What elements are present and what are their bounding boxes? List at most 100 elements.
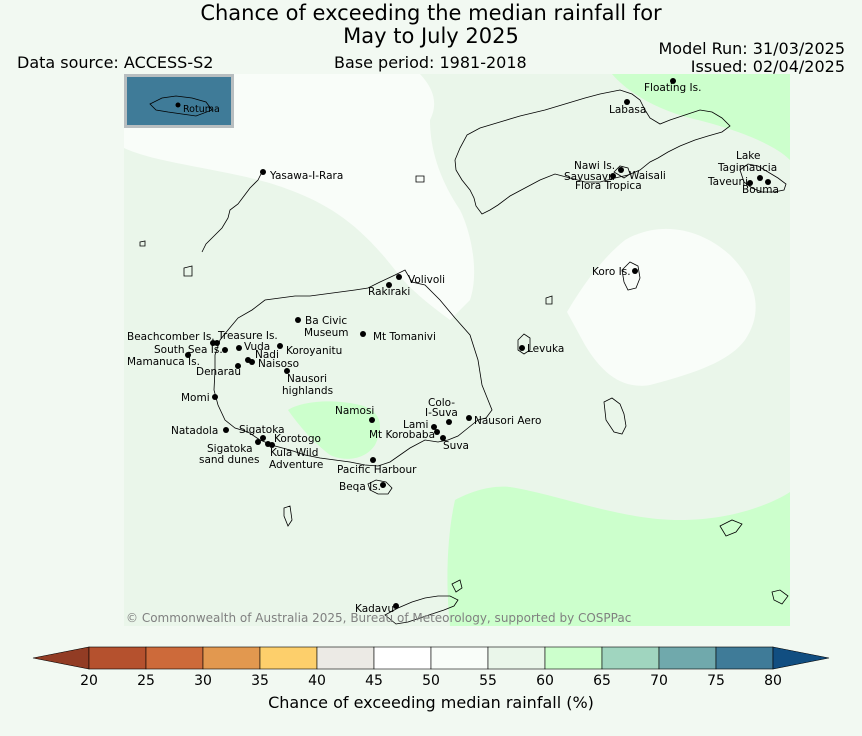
coastlines [139, 89, 789, 625]
place-marker [440, 435, 446, 441]
place-marker [249, 359, 255, 365]
colorbar-tick-label: 40 [308, 673, 326, 689]
place-label: Nawi Is. [574, 160, 615, 172]
colorbar-cell [88, 646, 147, 670]
koro-island-coast [621, 261, 641, 291]
colorbar-over-arrow [772, 646, 830, 670]
yasawa-chain-coast [201, 171, 263, 253]
field-band-50-55-west [124, 74, 475, 320]
beqa-coast [367, 479, 393, 495]
place-marker [670, 78, 676, 84]
field-band-50-55-east [567, 228, 756, 386]
place-marker [236, 345, 242, 351]
colorbar-tick-label: 70 [650, 673, 668, 689]
place-marker [386, 282, 392, 288]
place-marker [624, 99, 630, 105]
place-label: Namosi [335, 405, 374, 417]
place-label: Koro Is. [592, 266, 631, 278]
place-label: Naisoso [258, 358, 299, 370]
nawi-island-coast [613, 165, 631, 179]
place-marker [295, 317, 301, 323]
place-marker [380, 482, 386, 488]
colorbar-tick-label: 60 [536, 673, 554, 689]
title-line-1: Chance of exceeding the median rainfall … [200, 1, 662, 25]
colorbar-tick-label: 50 [422, 673, 440, 689]
place-label: Vuda [244, 341, 270, 353]
place-label: Mamanuca Is. [127, 356, 200, 368]
colorbar-tick-label: 80 [764, 673, 782, 689]
place-label: Pacific Harbour [337, 464, 417, 476]
place-marker [260, 169, 266, 175]
title-line-2: May to July 2025 [343, 24, 519, 48]
place-label: Bouma [742, 184, 779, 196]
place-marker [466, 415, 472, 421]
place-label: Levuka [527, 343, 564, 355]
place-label: Sigatoka [207, 443, 253, 455]
place-label: sand dunes [199, 454, 259, 466]
place-marker [446, 419, 452, 425]
place-label: Lake [736, 150, 760, 162]
place-label: Nausori Aero [474, 415, 541, 427]
place-label: Tagimaucia [717, 162, 777, 174]
place-label: Koroyanitu [286, 345, 342, 357]
colorbar-tick-label: 25 [137, 673, 155, 689]
place-label: highlands [282, 385, 333, 397]
colorbar-ticks: 20 25 30 35 40 45 50 55 60 65 70 75 80 [80, 673, 782, 689]
place-marker [214, 340, 220, 346]
place-label: Natadola [171, 425, 218, 437]
colorbar-cell [715, 646, 774, 670]
small-island-3 [415, 175, 425, 183]
place-label: Suva [443, 440, 469, 452]
place-label: Ba Civic [305, 315, 347, 327]
place-label: Lami [403, 419, 428, 431]
place-marker [235, 363, 241, 369]
place-marker [434, 429, 440, 435]
gau-coast [603, 397, 627, 435]
place-marker [431, 424, 437, 430]
place-label: Denarau [196, 366, 241, 378]
place-label: Yasawa-I-Rara [269, 170, 343, 182]
taveuni-coast [739, 163, 787, 193]
ovalau-coast [517, 333, 531, 355]
place-marker [396, 274, 402, 280]
inset-rotuma-map [127, 77, 231, 125]
place-marker [212, 394, 218, 400]
colorbar-cell [430, 646, 489, 670]
colorbar-tick-label: 75 [707, 673, 725, 689]
map-title: Chance of exceeding the median rainfall … [0, 2, 862, 48]
colorbar-cells [88, 646, 774, 670]
place-marker [618, 167, 624, 173]
place-label: Taveuni [707, 176, 748, 188]
place-marker [632, 268, 638, 274]
colorbar-cell [202, 646, 261, 670]
place-label: Waisali [629, 170, 666, 182]
field-band-60-65-central [288, 401, 380, 459]
place-label: South Sea Is. [154, 344, 223, 356]
run-info: Model Run: 31/03/2025 Issued: 02/04/2025 [659, 40, 846, 76]
place-marker [369, 417, 375, 423]
place-label: I-Suva [425, 407, 458, 419]
place-marker [610, 173, 616, 179]
place-label: Treasure Is. [217, 330, 278, 342]
place-marker [747, 180, 753, 186]
colorbar-cell [373, 646, 432, 670]
place-marker [393, 603, 399, 609]
colorbar-under-arrow [32, 646, 90, 670]
colorbar: 20 25 30 35 40 45 50 55 60 65 70 75 80 [32, 646, 830, 689]
colorbar-tick-label: 45 [365, 673, 383, 689]
place-marker [360, 331, 366, 337]
issued-date: Issued: 02/04/2025 [690, 57, 845, 76]
rotuma-marker [175, 102, 181, 108]
small-island-5 [139, 240, 146, 247]
place-label: Rakiraki [368, 286, 410, 298]
place-marker [269, 442, 275, 448]
data-source: Data source: ACCESS-S2 [17, 53, 214, 72]
colorbar-tick-label: 35 [251, 673, 269, 689]
place-label: Colo- [428, 397, 455, 409]
colorbar-cell [259, 646, 318, 670]
place-marker [223, 427, 229, 433]
small-island-7 [451, 579, 463, 593]
rotuma-coast [149, 95, 213, 117]
